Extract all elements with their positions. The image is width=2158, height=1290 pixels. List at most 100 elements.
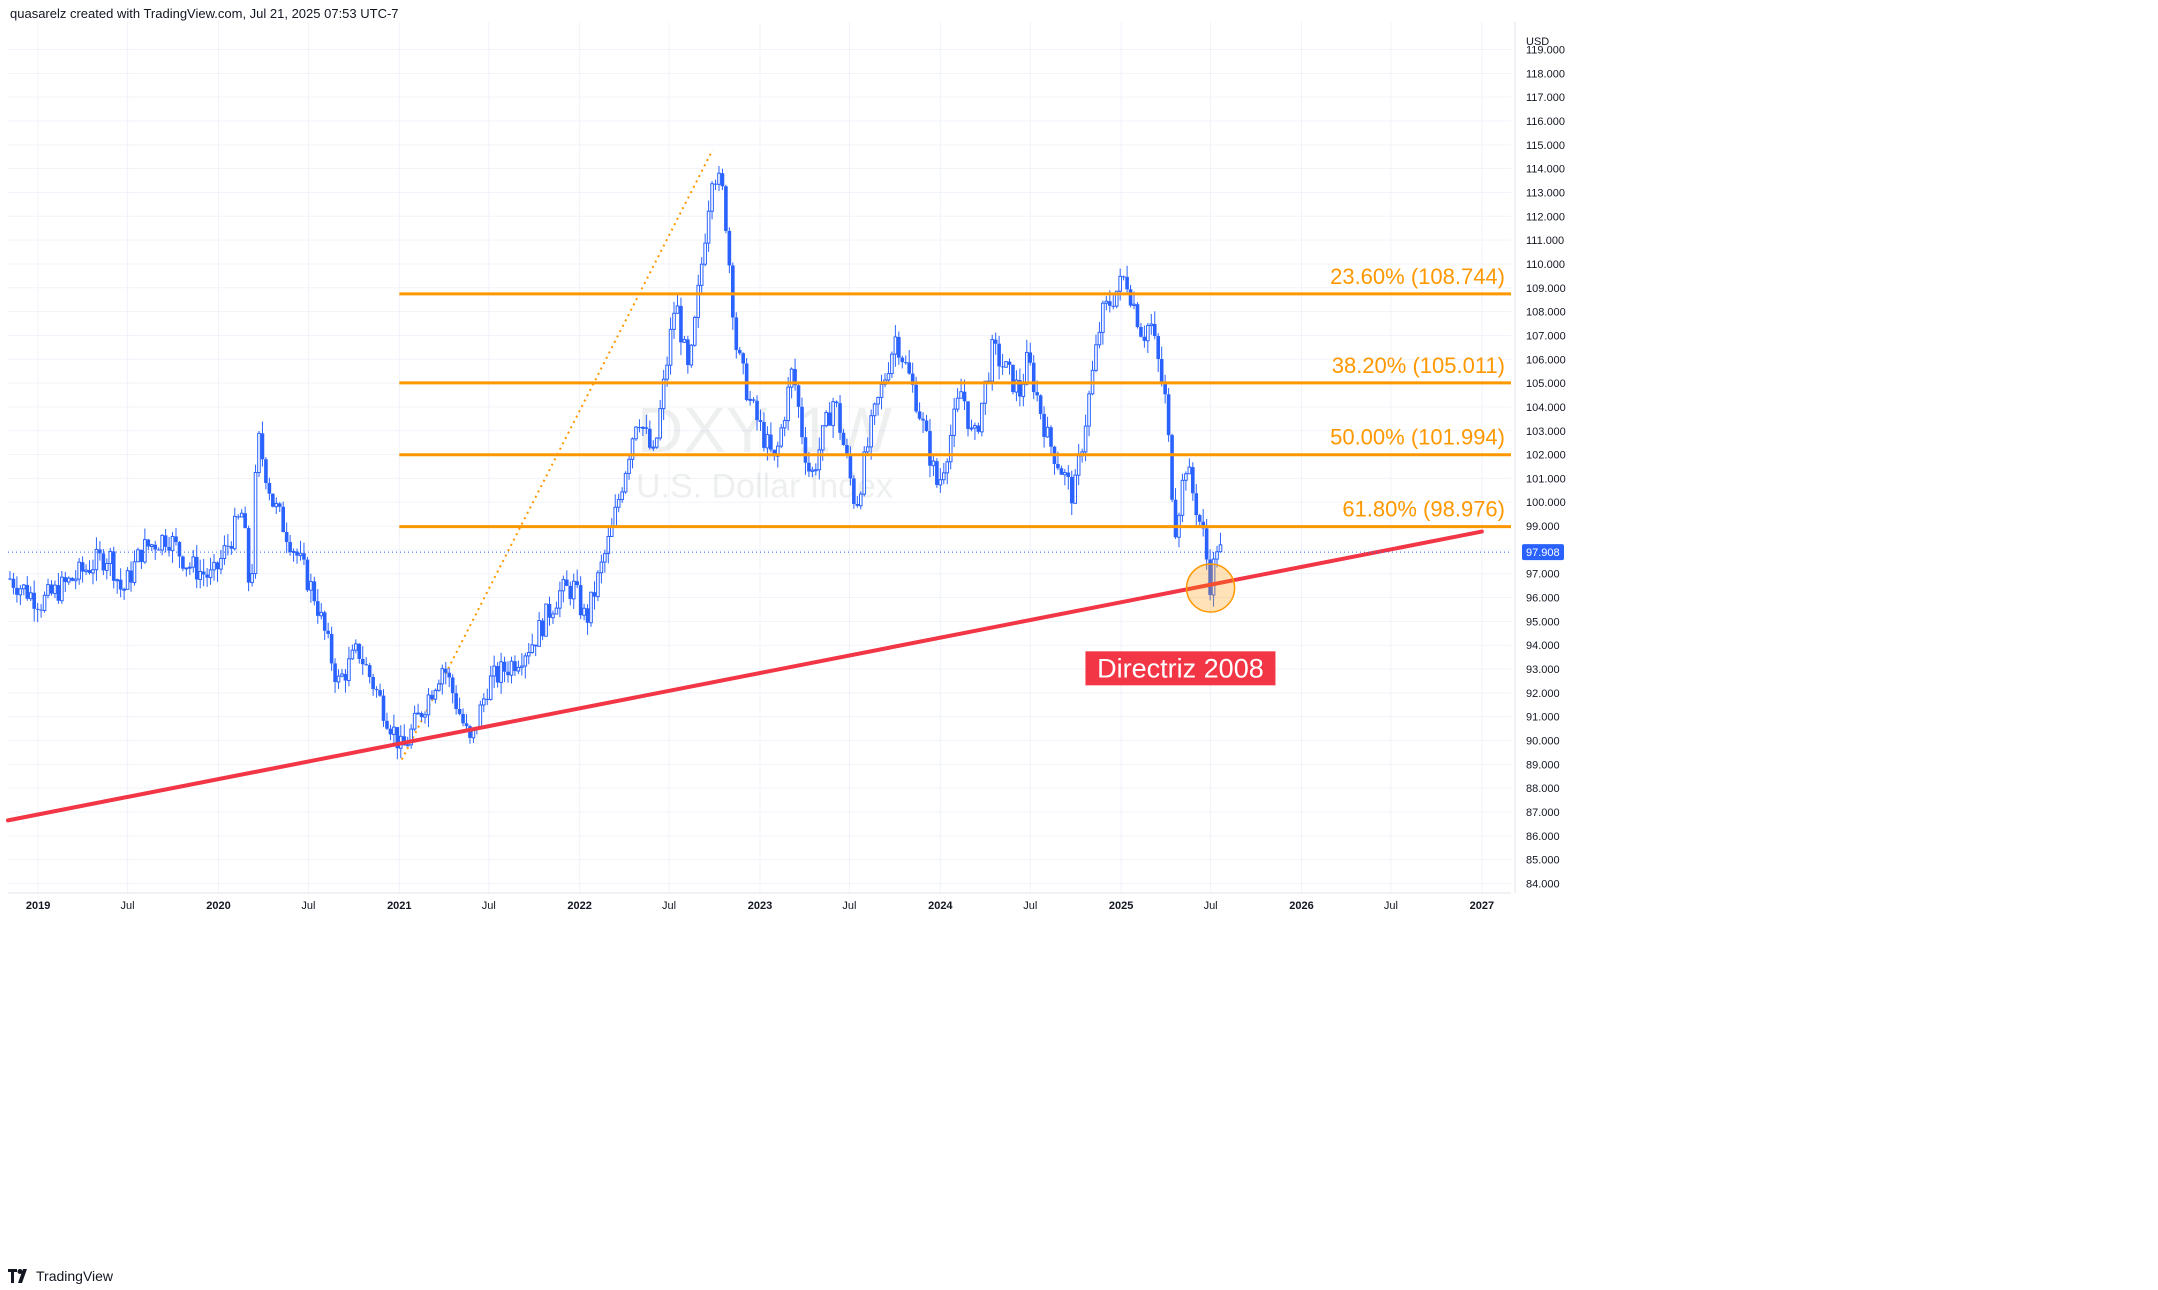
candle-body-down — [834, 401, 839, 404]
candle-body-down — [1152, 324, 1157, 337]
candle-body-up — [706, 210, 711, 244]
candle-body-down — [284, 532, 289, 543]
candle-body-up — [945, 461, 950, 474]
candle-body-down — [1000, 366, 1005, 368]
candle-body-down — [1204, 528, 1209, 560]
candle-body-down — [1142, 336, 1147, 341]
candle-body-down — [194, 556, 199, 580]
price-scale[interactable]: USD 84.000 85.000 86.000 87.000 88.000 89.000 9… — [1514, 22, 1566, 893]
candle-body-up — [893, 336, 898, 355]
price-tick-label: 95.000 — [1526, 616, 1560, 628]
candle-body-down — [737, 349, 742, 354]
candle-body-up — [347, 658, 351, 682]
candle-body-down — [495, 666, 500, 683]
candle-body-down — [845, 445, 849, 456]
candle-body-up — [160, 534, 164, 551]
candle-body-down — [1011, 364, 1015, 393]
candle-body-down — [468, 726, 472, 738]
price-tick-label: 96.000 — [1526, 593, 1560, 605]
candle-body-down — [1031, 362, 1036, 393]
candle-body-down — [848, 455, 853, 479]
candle-body-down — [928, 431, 932, 466]
candle-body-down — [734, 317, 739, 350]
candle-body-down — [841, 432, 846, 446]
candle-body-down — [39, 609, 43, 611]
candle-body-up — [53, 584, 57, 595]
candle-body-down — [993, 339, 998, 344]
chart-grid — [8, 22, 1511, 893]
price-tick-label: 107.000 — [1526, 330, 1566, 342]
candle-body-up — [219, 557, 223, 570]
time-tick-label: Jul — [1384, 900, 1398, 912]
price-tick-label: 109.000 — [1526, 283, 1566, 295]
candle-body-up — [1118, 275, 1122, 292]
candle-body-down — [87, 570, 92, 574]
tradingview-footer[interactable]: TradingView — [8, 1266, 113, 1286]
candle-body-up — [589, 591, 593, 624]
candle-body-down — [15, 587, 19, 595]
fib-retracement[interactable]: 23.60% (108.744) 38.20% (105.011) 50.00% (… — [399, 264, 1511, 529]
candle-body-down — [63, 577, 68, 582]
support-touch-circle — [1185, 563, 1236, 613]
candle-body-down — [758, 420, 763, 422]
candle-body-up — [623, 472, 628, 493]
candle-body-up — [1024, 351, 1029, 385]
candle-body-up — [319, 611, 324, 617]
candle-body-up — [122, 588, 126, 591]
price-tick-label: 102.000 — [1526, 450, 1566, 462]
candle-body-up — [651, 446, 656, 449]
price-tick-label: 91.000 — [1526, 712, 1560, 724]
candle-body-down — [976, 425, 981, 432]
time-scale[interactable]: 2019 Jul 2020 Jul 2021 Jul 2022 Jul 2023 Jul 2024 J… — [8, 892, 1511, 912]
candle-body-up — [426, 694, 431, 716]
candle-body-up — [872, 403, 877, 417]
price-tick-label: 93.000 — [1526, 664, 1560, 676]
candle-body-down — [1208, 559, 1212, 595]
candle-body-down — [378, 690, 382, 696]
trendline-line — [6, 529, 1484, 823]
candle-body-down — [648, 428, 652, 448]
candle-body-up — [627, 458, 631, 474]
candle-body-down — [163, 535, 168, 547]
price-tick-label: 119.000 — [1526, 45, 1565, 57]
candle-body-up — [661, 378, 666, 410]
candle-body-down — [177, 542, 182, 557]
candle-body-down — [381, 695, 386, 721]
candle-body-up — [94, 548, 99, 571]
price-tick-label: 114.000 — [1526, 164, 1565, 176]
candle-body-down — [388, 728, 393, 735]
candle-body-down — [803, 437, 808, 463]
time-tick-label: 2022 — [567, 900, 591, 912]
candle-body-down — [1038, 395, 1043, 414]
candle-body-down — [852, 478, 856, 505]
candle-body-down — [513, 661, 517, 672]
candle-body-up — [603, 553, 607, 563]
candle-body-down — [578, 585, 583, 616]
candle-body-up — [482, 698, 486, 706]
candle-body-down — [565, 579, 569, 586]
candle-body-down — [575, 581, 579, 586]
candle-body-down — [181, 556, 185, 569]
price-tick-label: 105.000 — [1526, 378, 1566, 390]
price-tick-label: 104.000 — [1526, 402, 1566, 414]
candle-body-up — [890, 353, 894, 375]
price-tick-label: 117.000 — [1526, 92, 1565, 104]
candle-body-up — [544, 603, 548, 637]
candle-body-down — [1156, 336, 1161, 360]
price-tick-label: 84.000 — [1526, 879, 1560, 891]
candle-body-up — [1087, 393, 1091, 427]
trendline-directriz[interactable]: Directriz 2008 — [6, 529, 1484, 823]
candle-body-up — [423, 714, 427, 718]
candle-body-up — [1021, 383, 1026, 398]
candle-body-up — [136, 549, 140, 563]
candle-body-up — [298, 552, 303, 557]
candle-body-down — [592, 592, 597, 597]
candle-body-down — [731, 265, 735, 318]
candle-body-up — [969, 427, 974, 430]
highlight-circle[interactable] — [1185, 563, 1236, 613]
footer-brand: TradingView — [36, 1268, 114, 1284]
candle-body-down — [686, 339, 690, 366]
candle-body-up — [28, 592, 33, 600]
candle-body-up — [478, 704, 483, 730]
